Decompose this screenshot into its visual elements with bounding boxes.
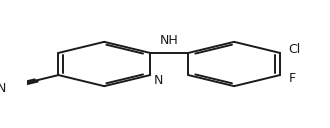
Text: Cl: Cl [288, 43, 301, 56]
Text: NH: NH [160, 34, 179, 47]
Text: N: N [154, 74, 163, 87]
Text: F: F [288, 72, 295, 85]
Text: N: N [0, 82, 6, 95]
